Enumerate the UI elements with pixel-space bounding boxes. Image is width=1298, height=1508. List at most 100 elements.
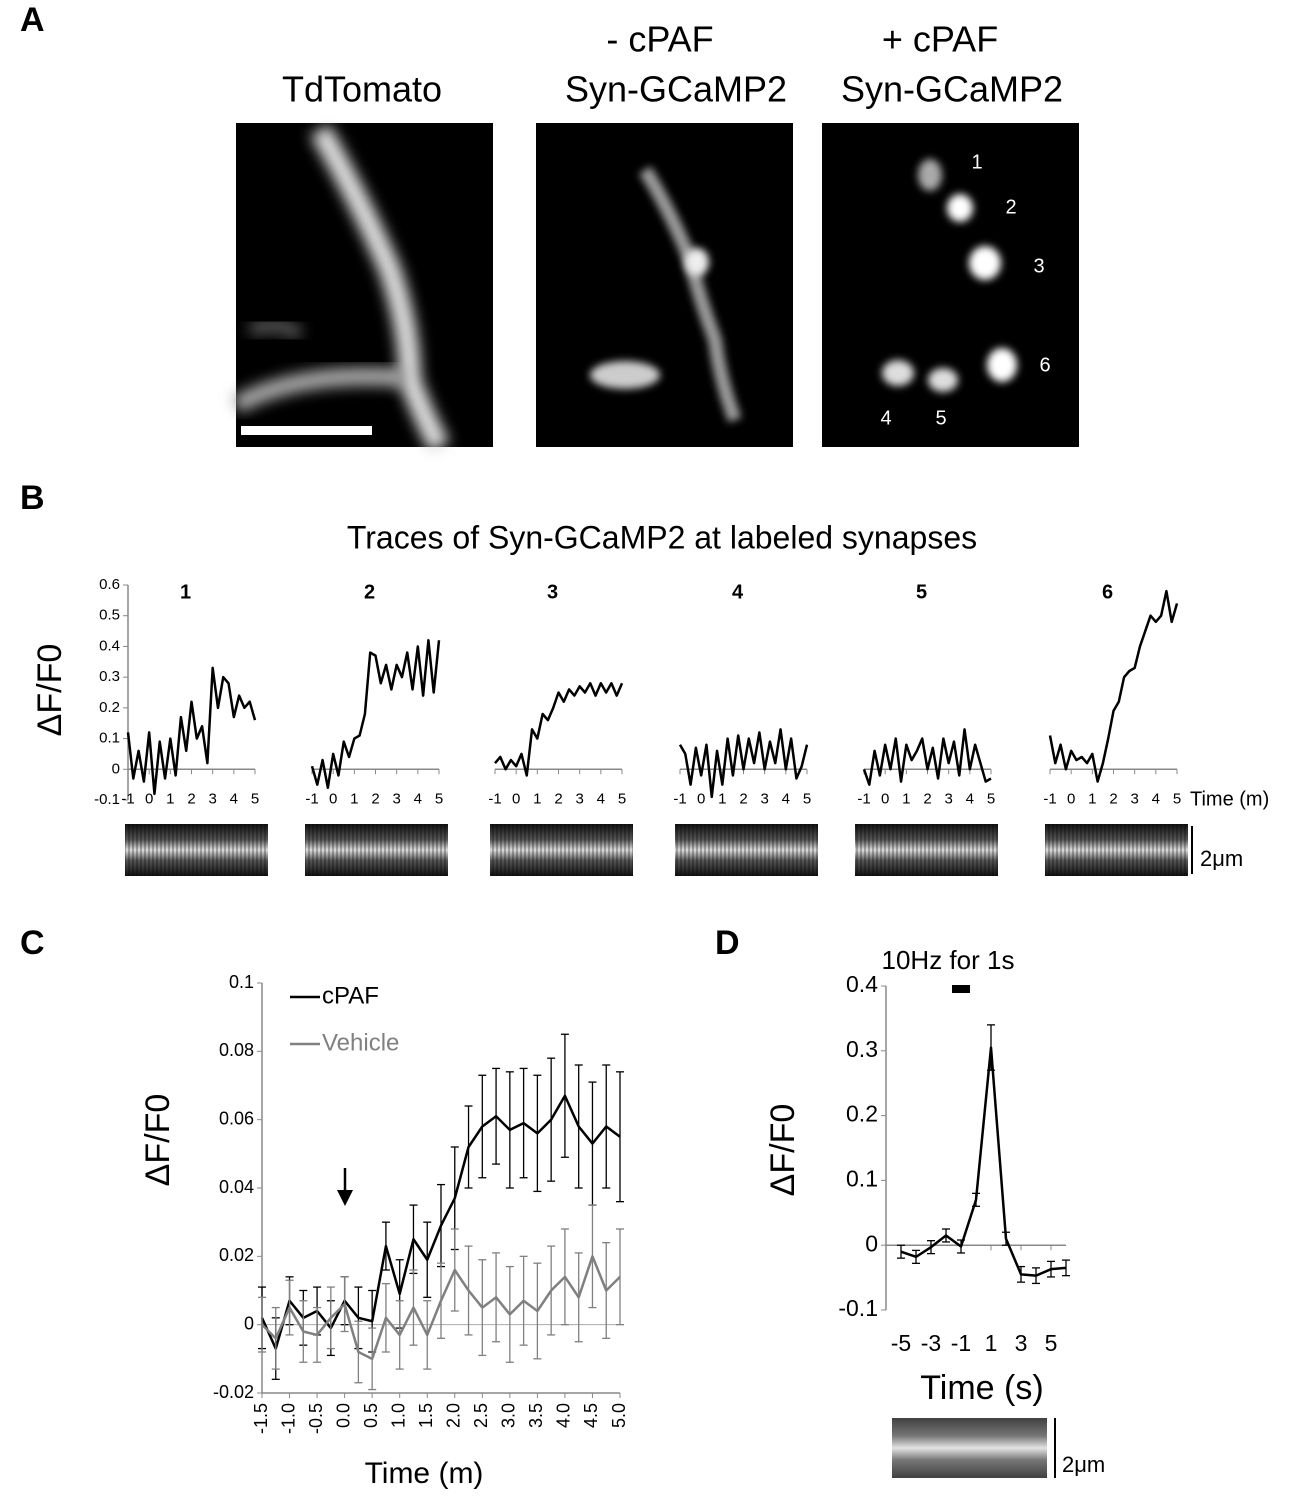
x-tick-label: 2 xyxy=(371,790,379,807)
x-tick-label: 0.0 xyxy=(333,1403,353,1428)
image-title: Syn-GCaMP2 xyxy=(841,69,1063,110)
x-tick-label: 2 xyxy=(187,790,195,807)
trace xyxy=(862,728,992,786)
trace xyxy=(261,1255,621,1361)
y-tick-label: 0.08 xyxy=(219,1040,254,1060)
trace xyxy=(678,728,809,799)
x-tick-label: 4 xyxy=(782,790,790,807)
x-tick-label: 3.0 xyxy=(499,1403,519,1428)
y-tick-label: 0.02 xyxy=(219,1245,254,1265)
x-tick-label: 5 xyxy=(987,790,995,807)
y-tick-label: 0 xyxy=(244,1313,254,1333)
image-title: + cPAF xyxy=(882,19,998,60)
x-tick-label: 1.5 xyxy=(416,1403,436,1428)
y-tick-label: 0 xyxy=(112,760,120,777)
y-axis-label: ΔF/F0 xyxy=(139,1094,177,1187)
x-tick-label: 4.0 xyxy=(554,1403,574,1428)
annotation: 10Hz for 1s xyxy=(882,945,1015,975)
trace xyxy=(260,1094,621,1350)
x-tick-label: 4 xyxy=(230,790,238,807)
y-tick-label: -0.1 xyxy=(838,1295,878,1321)
stimulus-arrow xyxy=(337,1168,353,1206)
x-tick-label: 1 xyxy=(166,790,174,807)
x-tick-label: -1 xyxy=(305,790,318,807)
x-tick-label: 2 xyxy=(1109,790,1117,807)
y-tick-label: 0.2 xyxy=(846,1101,878,1127)
x-tick-label: 4 xyxy=(1152,790,1160,807)
x-tick-label: 1 xyxy=(902,790,910,807)
synapse-label: 3 xyxy=(1033,255,1044,277)
trace xyxy=(1048,589,1179,783)
x-tick-label: 0 xyxy=(1067,790,1075,807)
image-minus-cpaf xyxy=(536,123,793,447)
x-tick-label: 5.0 xyxy=(609,1403,629,1428)
x-tick-label: 1 xyxy=(350,790,358,807)
y-tick-label: 0.1 xyxy=(229,972,254,992)
x-tick-label: -1 xyxy=(951,1330,971,1356)
panel-label: D xyxy=(715,924,740,962)
x-tick-label: 2 xyxy=(554,790,562,807)
x-tick-label: -1 xyxy=(121,790,134,807)
x-tick-label: 0 xyxy=(881,790,889,807)
chart-title: 5 xyxy=(916,581,927,603)
y-tick-label: 0.4 xyxy=(99,637,120,654)
image-title: - cPAF xyxy=(606,19,713,60)
y-axis-label: ΔF/F0 xyxy=(31,644,69,737)
y-tick-label: 0.04 xyxy=(219,1177,254,1197)
x-tick-label: 3 xyxy=(1130,790,1138,807)
y-tick-label: 0.5 xyxy=(99,607,120,624)
x-tick-label: 1.0 xyxy=(388,1403,408,1428)
x-tick-label: -1 xyxy=(857,790,870,807)
y-tick-label: 0 xyxy=(865,1230,878,1256)
y-tick-label: -0.02 xyxy=(213,1382,254,1402)
x-tick-label: 5 xyxy=(435,790,443,807)
synapse-label: 5 xyxy=(935,407,946,429)
x-tick-label: 2 xyxy=(739,790,747,807)
x-tick-label: 2.0 xyxy=(444,1403,464,1428)
panel-label: A xyxy=(20,1,45,39)
x-tick-label: 5 xyxy=(1045,1330,1058,1356)
scale-label: 2μm xyxy=(1062,1452,1105,1477)
synapse-label: 6 xyxy=(1039,354,1050,376)
x-tick-label: 3 xyxy=(1015,1330,1028,1356)
x-tick-label: 5 xyxy=(803,790,811,807)
x-tick-label: 1 xyxy=(718,790,726,807)
y-tick-label: 0.3 xyxy=(99,668,120,685)
x-tick-label: 5 xyxy=(1173,790,1181,807)
x-axis-label: Time (s) xyxy=(920,1369,1043,1407)
y-tick-label: 0.4 xyxy=(846,971,878,997)
panel-label: C xyxy=(20,924,45,962)
synapse-label: 1 xyxy=(971,151,982,173)
error-bar xyxy=(616,1228,624,1326)
x-tick-label: 4 xyxy=(597,790,605,807)
x-tick-label: -1.5 xyxy=(251,1403,271,1434)
y-tick-label: 0.1 xyxy=(99,730,120,747)
x-tick-label: 0.5 xyxy=(361,1403,381,1428)
image-tdtomato xyxy=(231,123,493,453)
x-tick-label: 3 xyxy=(575,790,583,807)
x-tick-label: -3 xyxy=(921,1330,941,1356)
x-tick-label: 5 xyxy=(618,790,626,807)
x-tick-label: 5 xyxy=(251,790,259,807)
trace xyxy=(310,639,441,789)
x-tick-label: 1 xyxy=(533,790,541,807)
x-axis-label: Time (m) xyxy=(1190,788,1269,810)
chart-title: 2 xyxy=(364,581,375,603)
x-tick-label: 4.5 xyxy=(581,1403,601,1428)
x-tick-label: -0.5 xyxy=(306,1403,326,1434)
x-tick-label: 0 xyxy=(512,790,520,807)
y-tick-label: 0.6 xyxy=(99,576,120,593)
image-title: Syn-GCaMP2 xyxy=(565,69,787,110)
trace xyxy=(126,666,257,796)
x-tick-label: 3 xyxy=(944,790,952,807)
y-tick-label: 0.1 xyxy=(846,1165,878,1191)
panel-label: B xyxy=(20,479,45,517)
image-plus-cpaf: 1 2 3 4 5 6 xyxy=(822,123,1079,447)
y-tick-label: 0.06 xyxy=(219,1108,254,1128)
x-tick-label: 0 xyxy=(329,790,337,807)
synapse-label: 4 xyxy=(880,407,891,429)
y-tick-label: 0.3 xyxy=(846,1036,878,1062)
chart-title: 3 xyxy=(547,581,558,603)
x-tick-label: -1.0 xyxy=(278,1403,298,1434)
